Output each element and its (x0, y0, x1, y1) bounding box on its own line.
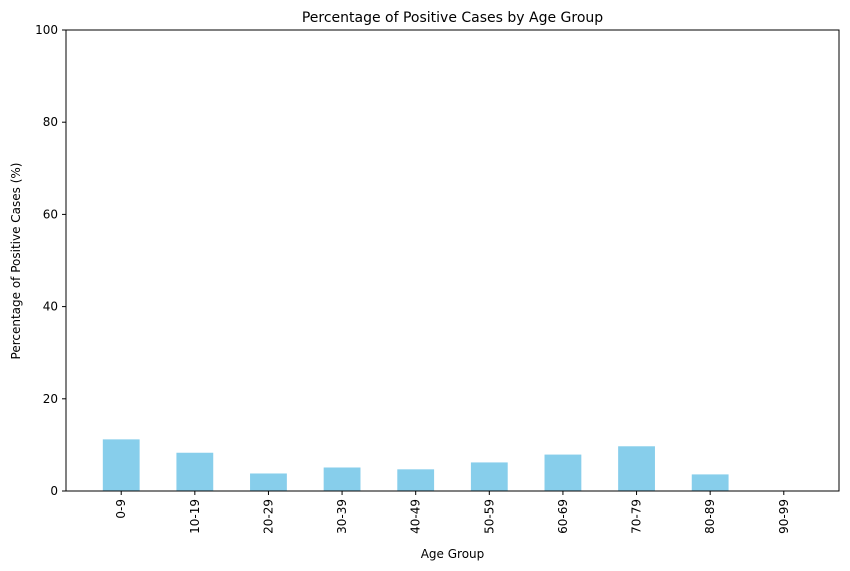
x-tick-label: 70-79 (630, 499, 644, 534)
y-tick-label: 80 (43, 115, 58, 129)
bar-60-69 (544, 454, 582, 491)
x-tick-label: 30-39 (335, 499, 349, 534)
x-tick-label: 90-99 (777, 499, 791, 534)
x-tick-label: 20-29 (261, 499, 275, 534)
x-tick-label: 0-9 (114, 499, 128, 519)
plot-frame (65, 29, 840, 492)
bar-40-49 (397, 469, 435, 491)
x-tick-label: 50-59 (482, 499, 496, 534)
x-tick-label: 60-69 (556, 499, 570, 534)
x-tick-label: 10-19 (188, 499, 202, 534)
x-axis-label: Age Group (421, 547, 485, 561)
bar-10-19 (176, 452, 214, 491)
y-axis-label: Percentage of Positive Cases (%) (9, 163, 23, 360)
bar-70-79 (618, 446, 655, 491)
axes-layer: 0 20 40 60 80 100 0-9 10-19 20-29 30-39 40-49 50-59… (35, 23, 840, 534)
y-tick-label: 20 (43, 392, 58, 406)
bar-80-89 (691, 474, 729, 491)
bars-layer (102, 439, 729, 491)
y-tick-label: 0 (50, 484, 58, 498)
bar-0-9 (102, 439, 140, 491)
x-tick-label: 80-89 (703, 499, 717, 534)
bar-20-29 (250, 473, 287, 491)
chart-title: Percentage of Positive Cases by Age Grou… (302, 10, 603, 26)
bar-50-59 (470, 462, 508, 491)
y-tick-label: 40 (43, 300, 58, 314)
y-tick-label: 60 (43, 207, 58, 221)
y-tick-label: 100 (35, 23, 58, 37)
bar-30-39 (323, 467, 361, 491)
x-tick-label: 40-49 (409, 499, 423, 534)
